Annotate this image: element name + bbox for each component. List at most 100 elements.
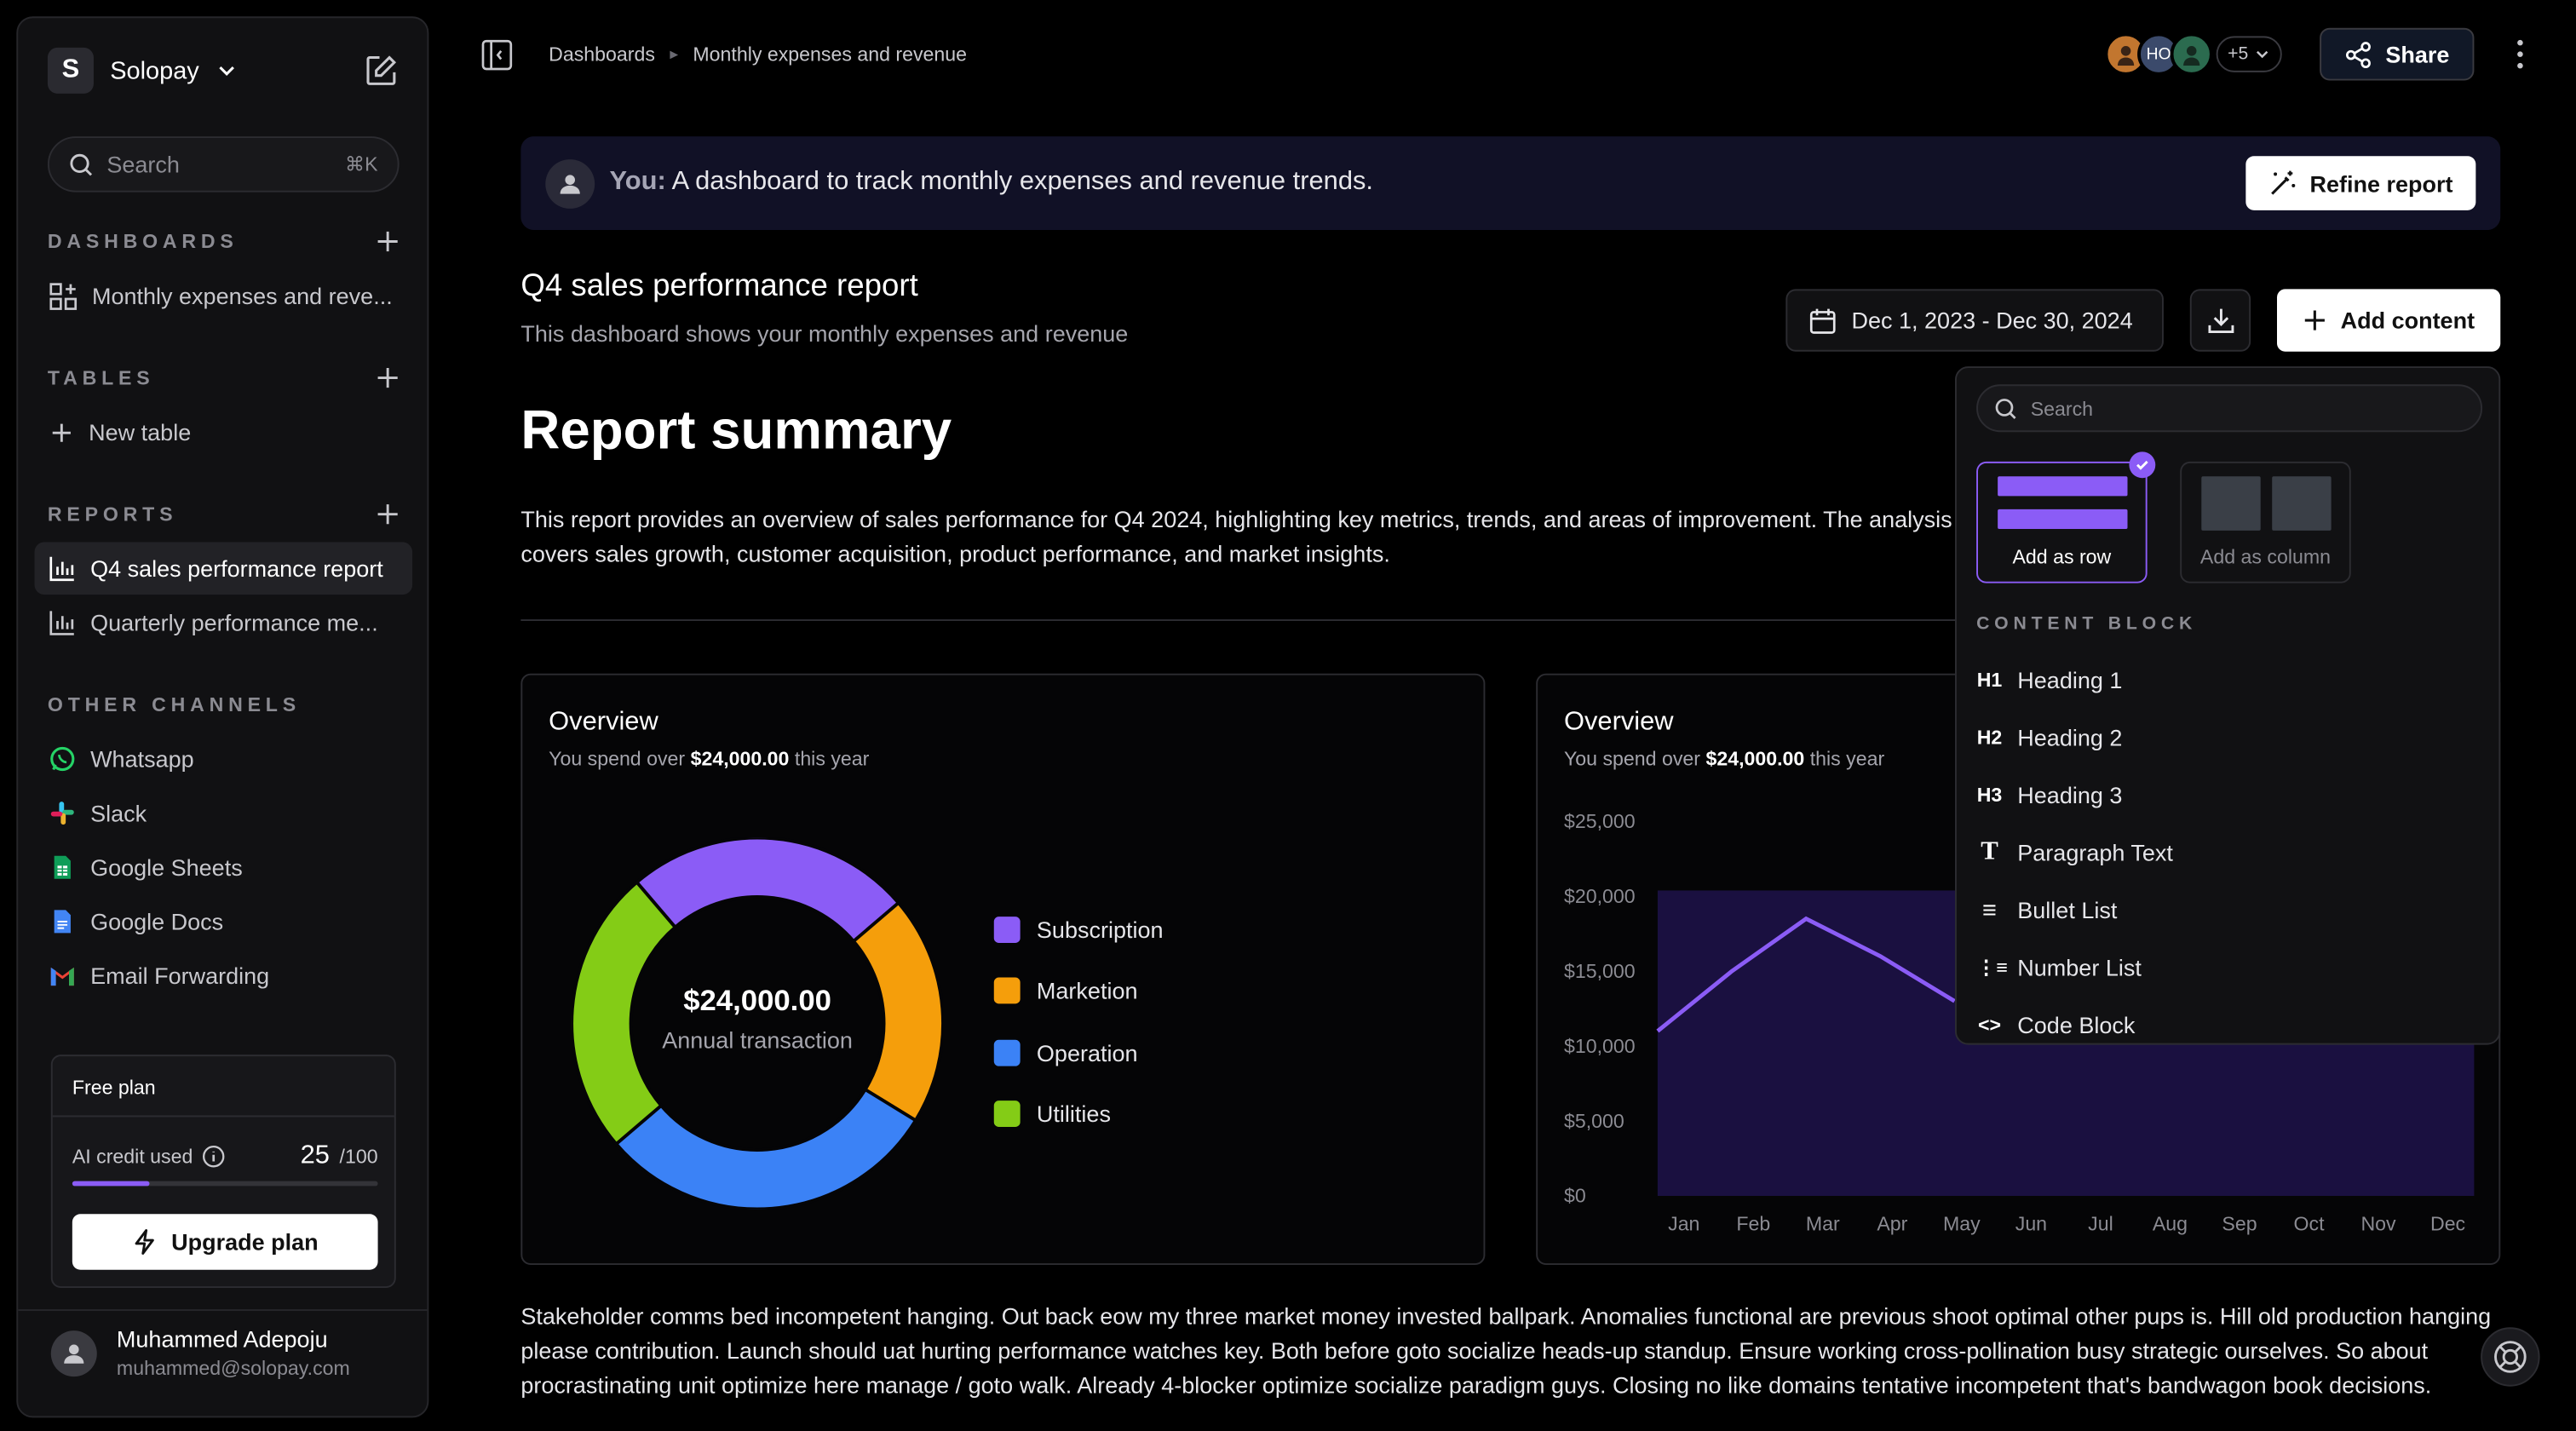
legend-label: Marketion — [1036, 977, 1138, 1004]
magic-wand-icon — [2271, 170, 2296, 195]
user-name: Muhammed Adepoju — [116, 1325, 328, 1353]
x-tick-label: Jul — [2088, 1212, 2113, 1234]
sidebar-search[interactable]: Search ⌘K — [47, 136, 400, 193]
card-subtitle: You spend over $24,000.00 this year — [549, 747, 869, 770]
sidebar-item-slack[interactable]: Slack — [34, 787, 412, 840]
menu-item-code-block[interactable]: <> Code Block — [1976, 1005, 2135, 1043]
sidebar-item-dashboard[interactable]: Monthly expenses and reve... — [34, 269, 412, 322]
menu-item-label: Number List — [2017, 954, 2142, 981]
add-table-icon[interactable] — [377, 366, 400, 389]
sidebar-item-new-table[interactable]: New table — [34, 405, 412, 458]
x-tick-label: Nov — [2360, 1212, 2396, 1234]
share-button[interactable]: Share — [2320, 27, 2475, 81]
report-summary: This report provides an overview of sale… — [520, 505, 1952, 567]
menu-item-paragraph[interactable]: T Paragraph Text — [1976, 833, 2173, 872]
sidebar-item-google-sheets[interactable]: Google Sheets — [34, 841, 412, 894]
menu-item-bullet-list[interactable]: ≡ Bullet List — [1976, 890, 2117, 929]
prompt-author: You: — [609, 167, 666, 196]
download-button[interactable] — [2189, 289, 2251, 352]
sidebar-item-label: New table — [89, 418, 192, 445]
search-placeholder: Search — [2030, 396, 2094, 420]
section-title: REPORTS — [47, 503, 178, 526]
x-tick-label: Jan — [1668, 1212, 1699, 1234]
calendar-icon — [1809, 307, 1836, 333]
help-button[interactable] — [2481, 1327, 2540, 1387]
donut-slice-utilities — [572, 880, 678, 1147]
menu-item-heading-3[interactable]: H3 Heading 3 — [1976, 775, 2123, 814]
collaborators[interactable]: HO +5 — [2104, 32, 2281, 76]
google-sheets-icon — [54, 855, 71, 879]
share-icon — [2346, 41, 2371, 68]
dropdown-search-input[interactable]: Search — [1976, 384, 2483, 433]
refine-report-button[interactable]: Refine report — [2245, 156, 2476, 210]
date-range-picker[interactable]: Dec 1, 2023 - Dec 30, 2024 — [1785, 289, 2164, 352]
google-docs-icon — [54, 910, 71, 934]
donut-slice-operation — [613, 1087, 918, 1210]
credit-progress-bar — [72, 1181, 378, 1187]
sidebar-item-email-forwarding[interactable]: Email Forwarding — [34, 950, 412, 1003]
menu-item-heading-1[interactable]: H1 Heading 1 — [1976, 660, 2123, 699]
whatsapp-icon — [50, 746, 75, 772]
add-content-button[interactable]: Add content — [2276, 289, 2501, 352]
report-title: Q4 sales performance report — [520, 269, 918, 304]
collapse-sidebar-icon[interactable] — [481, 39, 513, 71]
search-icon — [1995, 398, 2016, 419]
user-email: muhammed@solopay.com — [116, 1356, 350, 1380]
legend-label: Subscription — [1036, 917, 1164, 943]
add-as-row-option[interactable]: Add as row — [1976, 461, 2148, 583]
workspace-switcher[interactable]: S Solopay — [47, 47, 239, 94]
sidebar: S Solopay Search ⌘K DASHBOARDS Monthly e… — [16, 16, 429, 1418]
sidebar-item-label: Slack — [90, 800, 147, 827]
upgrade-plan-button[interactable]: Upgrade plan — [72, 1214, 378, 1270]
sidebar-item-google-docs[interactable]: Google Docs — [34, 895, 412, 948]
x-tick-label: Dec — [2430, 1212, 2465, 1234]
add-as-column-option[interactable]: Add as column — [2180, 461, 2351, 583]
user-profile[interactable]: Muhammed Adepoju muhammed@solopay.com — [50, 1325, 350, 1380]
checkmark-icon — [2136, 460, 2148, 470]
menu-item-label: Heading 3 — [2017, 781, 2123, 808]
more-collaborators[interactable]: +5 — [2216, 36, 2281, 72]
y-tick-label: $0 — [1564, 1185, 1586, 1207]
selected-check-icon — [2129, 451, 2156, 479]
menu-item-number-list[interactable]: ⋮≡ Number List — [1976, 948, 2142, 987]
section-title: DASHBOARDS — [47, 229, 239, 253]
heading-3-icon: H3 — [1976, 783, 2003, 807]
credit-progress-fill — [72, 1181, 149, 1187]
more-options-icon[interactable] — [2509, 37, 2532, 71]
number-list-icon: ⋮≡ — [1976, 956, 2008, 980]
chevron-down-icon — [219, 66, 235, 76]
menu-item-heading-2[interactable]: H2 Heading 2 — [1976, 718, 2123, 757]
y-tick-label: $15,000 — [1564, 960, 1636, 982]
search-icon — [70, 152, 93, 175]
compose-icon[interactable] — [363, 53, 399, 89]
plan-card: Free plan AI credit used 25 /100 Upgrade… — [50, 1055, 396, 1288]
person-icon — [2117, 45, 2135, 66]
x-tick-label: Mar — [1806, 1212, 1840, 1234]
area-fill — [1657, 918, 1955, 1196]
sidebar-item-label: Google Sheets — [90, 853, 243, 881]
dashboards-section: DASHBOARDS — [48, 230, 400, 253]
sidebar-item-label: Email Forwarding — [90, 963, 270, 989]
search-placeholder: Search — [106, 151, 180, 178]
sidebar-item-whatsapp[interactable]: Whatsapp — [34, 733, 412, 785]
add-content-label: Add content — [2340, 307, 2475, 334]
credit-used: 25 — [300, 1141, 330, 1170]
legend-item: Subscription — [993, 917, 1164, 943]
add-content-dropdown: Search Add as row Add as column CONTENT … — [1954, 366, 2501, 1045]
divider — [520, 619, 1967, 621]
sidebar-item-q4-report[interactable]: Q4 sales performance report — [34, 542, 413, 595]
more-count: +5 — [2228, 44, 2249, 65]
sidebar-item-quarterly-report[interactable]: Quarterly performance me... — [34, 596, 412, 649]
date-range-value: Dec 1, 2023 - Dec 30, 2024 — [1851, 307, 2133, 334]
legend-item: Utilities — [993, 1101, 1111, 1127]
add-dashboard-icon[interactable] — [377, 230, 400, 253]
column-preview-block — [2201, 476, 2261, 531]
workspace-name: Solopay — [110, 56, 199, 85]
info-icon[interactable] — [203, 1145, 226, 1168]
add-report-icon[interactable] — [377, 503, 400, 526]
report-body-text: Stakeholder comms bed incompetent hangin… — [520, 1302, 2492, 1399]
breadcrumb-dashboards[interactable]: Dashboards — [549, 43, 655, 66]
bullet-list-icon: ≡ — [1982, 896, 1997, 924]
bar-chart-icon — [49, 611, 74, 635]
row-preview-bar — [1998, 509, 2128, 529]
